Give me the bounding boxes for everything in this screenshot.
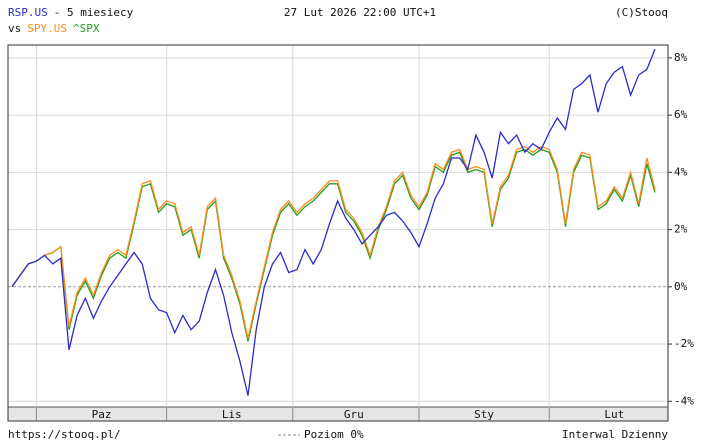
y-tick-label: 4%	[674, 165, 688, 178]
x-tick-label: Gru	[344, 408, 364, 421]
credit: (C)Stooq	[615, 6, 668, 19]
reference-legend: Poziom 0%	[304, 428, 364, 441]
header-legend: vs SPY.US ^SPX	[8, 22, 100, 35]
y-tick-label: 6%	[674, 108, 688, 121]
series-line	[11, 49, 656, 396]
legend-entry: SPY.US	[27, 22, 67, 35]
footer-interval: Interwal Dzienny	[562, 428, 668, 441]
legend-entry: ^SPX	[73, 22, 100, 35]
timestamp: 27 Lut 2026 22:00 UTC+1	[284, 6, 436, 19]
series-line	[11, 145, 656, 339]
legend-entry: RSP.US	[8, 6, 48, 19]
x-tick-label: Sty	[474, 408, 494, 421]
header-left: RSP.US - 5 miesiecy	[8, 6, 134, 19]
plot-frame	[7, 44, 669, 422]
plot-area	[8, 45, 668, 407]
y-tick-label: 2%	[674, 223, 688, 236]
x-tick-label: Lis	[222, 408, 242, 421]
y-tick-label: -4%	[674, 394, 694, 407]
x-tick-label: Lut	[604, 408, 624, 421]
footer-url: https://stooq.pl/	[8, 428, 121, 441]
versus: vs	[8, 22, 21, 35]
x-tick-label: Paz	[92, 408, 112, 421]
chart-title: - 5 miesiecy	[54, 6, 134, 19]
y-tick-label: 0%	[674, 280, 688, 293]
y-tick-label: -2%	[674, 337, 694, 350]
series-line	[11, 148, 656, 342]
y-tick-label: 8%	[674, 51, 688, 64]
